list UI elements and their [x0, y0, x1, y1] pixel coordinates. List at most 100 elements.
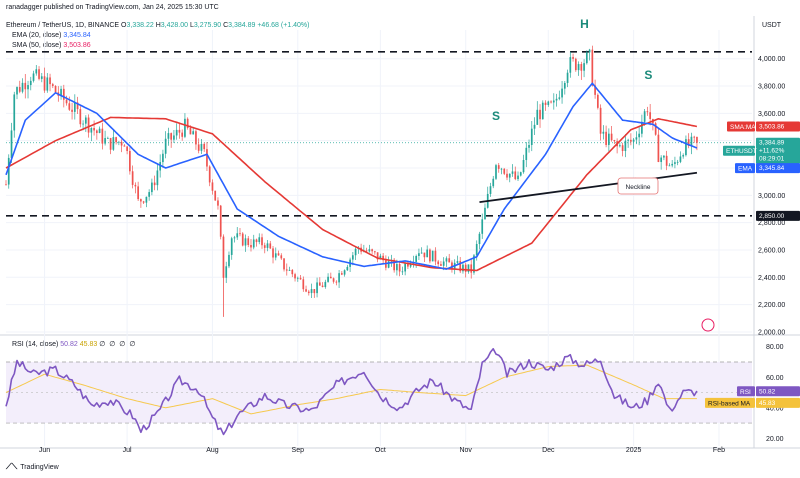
candle	[46, 73, 49, 93]
candle	[517, 171, 519, 181]
candle	[566, 69, 569, 88]
candle	[211, 179, 214, 195]
candle	[109, 137, 112, 155]
candle	[5, 180, 7, 186]
candle	[332, 277, 335, 284]
ema-20-line	[5, 82, 698, 270]
candle-body	[269, 243, 272, 249]
candle-body	[49, 77, 51, 85]
candle-body	[687, 139, 690, 146]
candle	[481, 213, 484, 239]
candle	[514, 166, 517, 181]
candle-body	[151, 182, 153, 193]
candle	[635, 131, 638, 145]
candle	[162, 149, 164, 168]
candle	[54, 85, 57, 93]
candle-body	[473, 255, 475, 273]
candle-body	[129, 151, 131, 172]
candle-body	[305, 289, 307, 292]
candle	[608, 128, 610, 154]
candle	[354, 246, 357, 260]
candle	[690, 132, 693, 155]
candle-body	[594, 85, 596, 95]
candle-body	[68, 103, 71, 110]
candle	[206, 142, 208, 172]
candle	[307, 289, 310, 296]
y-tick-label: 2,000.00	[758, 329, 785, 336]
candle-body	[241, 233, 244, 246]
sma-legend-value: 3,503.86	[63, 42, 91, 49]
candle-body	[288, 269, 291, 271]
low-value: 3,275.90	[193, 22, 222, 29]
candle	[511, 164, 514, 177]
candle	[95, 129, 98, 140]
sma-legend[interactable]: SMA (50, close) 3,503.86	[12, 42, 91, 49]
candle	[93, 120, 95, 136]
candle	[16, 86, 18, 100]
candle-body	[178, 129, 181, 133]
candle	[544, 100, 547, 111]
candle	[181, 129, 184, 141]
neckline-callout-box	[617, 177, 659, 195]
candle	[123, 144, 126, 147]
candle	[654, 121, 657, 136]
head-label: H	[580, 17, 589, 31]
candle-body	[464, 264, 467, 272]
rsi-ma-badge-label-box	[705, 397, 755, 408]
candle	[682, 153, 685, 159]
lightning-icon	[701, 318, 715, 332]
ema-badge-label-box	[735, 163, 755, 174]
candle	[126, 145, 128, 155]
candle	[338, 270, 340, 289]
candle-body	[508, 173, 511, 178]
candle	[142, 200, 145, 205]
candle	[440, 261, 442, 266]
candle-body	[131, 171, 134, 185]
candle-body	[327, 276, 329, 282]
candle	[663, 155, 665, 161]
candle-body	[379, 255, 382, 260]
candle	[197, 138, 200, 154]
candle-body	[134, 184, 137, 187]
candle	[84, 115, 87, 132]
candle-body	[663, 155, 665, 158]
candle	[129, 147, 131, 175]
candle	[316, 277, 318, 298]
candle-body	[82, 123, 84, 125]
rsi-legend[interactable]: RSI (14, close) 50.82 45.83 ∅ ∅ ∅ ∅	[12, 340, 136, 348]
candle-body	[126, 146, 128, 152]
candle	[500, 167, 503, 175]
candle-body	[272, 248, 274, 258]
rsi-badge-value-box	[756, 386, 800, 397]
candle-body	[627, 139, 629, 141]
candle	[665, 150, 668, 171]
candle	[277, 250, 280, 256]
candle	[247, 236, 250, 248]
candle-body	[261, 237, 263, 246]
candle	[420, 247, 423, 254]
candle-body	[106, 138, 109, 139]
candle-body	[440, 264, 442, 266]
rsi-badge-label-text: RSI	[740, 389, 751, 396]
candle	[610, 125, 613, 142]
candle	[489, 182, 492, 197]
rsi-legend-hidden-values: ∅ ∅ ∅ ∅	[99, 341, 137, 348]
candle	[10, 122, 13, 164]
price-badge-label-box	[723, 145, 755, 156]
candle	[605, 125, 607, 148]
candle	[679, 151, 682, 164]
candle-body	[310, 289, 313, 294]
candle	[296, 276, 299, 282]
candle-body	[407, 263, 409, 267]
open-value: 3,338.22	[126, 22, 154, 29]
candle	[24, 74, 27, 99]
candle-body	[206, 149, 208, 167]
candle	[555, 93, 558, 107]
high-label: H	[155, 22, 161, 29]
ema-legend[interactable]: EMA (20, close) 3,345.84	[12, 32, 91, 39]
candle	[676, 159, 679, 166]
candle-body	[335, 281, 338, 283]
candle	[299, 275, 302, 280]
candle-body	[351, 255, 354, 260]
